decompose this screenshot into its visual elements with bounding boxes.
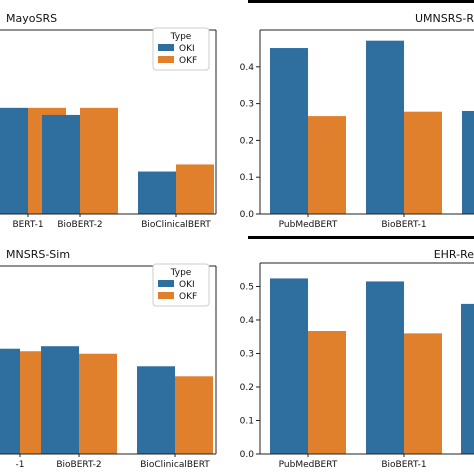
y-tick-label: 0.3 bbox=[240, 349, 254, 359]
x-tick-label: PubMedBERT bbox=[279, 220, 338, 230]
y-tick-label: 0.4 bbox=[240, 63, 255, 73]
bar-oki-2 bbox=[137, 366, 175, 454]
bar-oki-1 bbox=[42, 114, 80, 214]
legend-label-oki: OKI bbox=[179, 44, 195, 54]
legend-label-okf: OKF bbox=[179, 292, 197, 302]
y-tick-label: 0.3 bbox=[240, 100, 254, 110]
bar-oki-1 bbox=[366, 281, 404, 454]
legend-swatch-oki bbox=[158, 44, 174, 51]
bar-okf-1 bbox=[404, 333, 442, 454]
bar-okf-1 bbox=[80, 107, 118, 214]
x-tick-label: BioBERT-1 bbox=[381, 460, 426, 470]
y-tick-label: 0.5 bbox=[240, 282, 254, 292]
y-tick-label: 0.1 bbox=[240, 416, 254, 426]
y-tick-label: 0.0 bbox=[240, 210, 255, 220]
legend-label-okf: OKF bbox=[179, 56, 197, 66]
x-tick-label: BioClinicalBERT bbox=[140, 460, 210, 470]
bar-okf-2 bbox=[176, 164, 214, 214]
chart-title: EHR-Re bbox=[434, 248, 474, 261]
x-tick-label: BioBERT-1 bbox=[381, 220, 426, 230]
bar-oki-2 bbox=[461, 303, 474, 454]
y-tick-label: 0.4 bbox=[240, 316, 255, 326]
bar-okf-0 bbox=[308, 331, 346, 454]
legend-swatch-oki bbox=[158, 280, 174, 287]
legend-title: Type bbox=[170, 268, 192, 278]
bar-oki-0 bbox=[0, 348, 20, 454]
bar-oki-1 bbox=[41, 346, 79, 454]
x-tick-label: -1 bbox=[16, 460, 25, 470]
bar-oki-2 bbox=[462, 110, 474, 214]
mid-banner bbox=[248, 236, 474, 239]
chart-title: MNSRS-Sim bbox=[6, 248, 70, 261]
bar-okf-1 bbox=[79, 353, 117, 454]
bar-oki-1 bbox=[366, 40, 404, 215]
bar-oki-2 bbox=[138, 171, 176, 214]
bar-oki-0 bbox=[270, 278, 308, 454]
x-tick-label: BioBERT-2 bbox=[56, 460, 101, 470]
legend-swatch-okf bbox=[158, 56, 174, 63]
chart-title: MayoSRS bbox=[6, 12, 57, 25]
x-tick-label: BioBERT-2 bbox=[57, 220, 102, 230]
legend-label-oki: OKI bbox=[179, 280, 195, 290]
chart-title: UMNSRS-R bbox=[415, 12, 474, 25]
x-tick-label: BioClinicalBERT bbox=[141, 220, 211, 230]
y-tick-label: 0.1 bbox=[240, 173, 254, 183]
bar-okf-1 bbox=[404, 111, 442, 214]
bar-okf-2 bbox=[175, 376, 213, 454]
y-tick-label: 0.2 bbox=[240, 383, 254, 393]
y-tick-label: 0.0 bbox=[240, 450, 255, 460]
x-tick-label: PubMedBERT bbox=[279, 460, 338, 470]
top-banner bbox=[248, 0, 474, 3]
x-tick-label: BERT-1 bbox=[12, 220, 43, 230]
bar-okf-0 bbox=[308, 116, 346, 214]
legend-swatch-okf bbox=[158, 292, 174, 299]
legend-title: Type bbox=[170, 32, 192, 42]
bar-oki-0 bbox=[0, 107, 28, 214]
y-tick-label: 0.2 bbox=[240, 136, 254, 146]
bar-oki-0 bbox=[270, 48, 308, 215]
